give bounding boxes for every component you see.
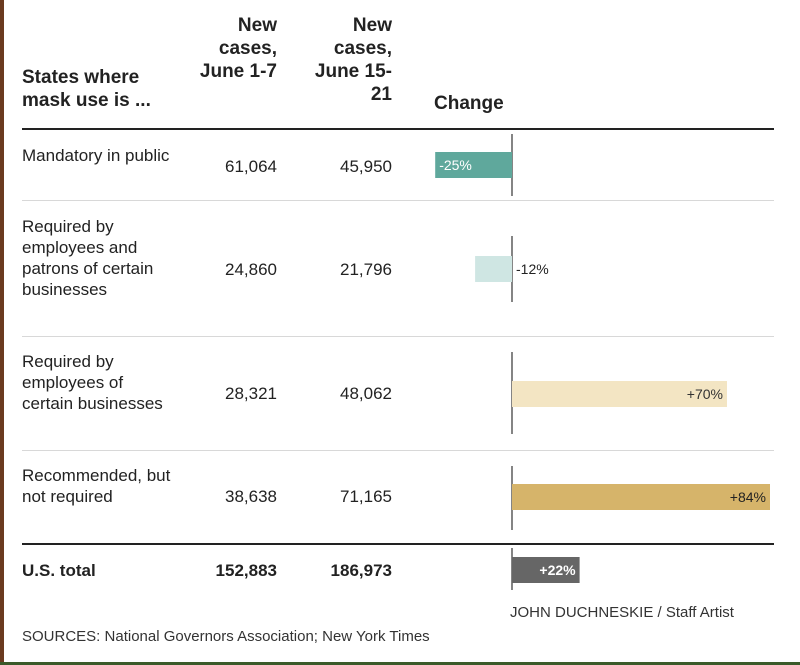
row-june1-7: 38,638 — [225, 487, 277, 506]
change-bar — [435, 152, 512, 178]
total-june1-7: 152,883 — [215, 561, 277, 580]
row-june1-7: 28,321 — [225, 384, 277, 403]
row-june15-21: 71,165 — [340, 487, 392, 506]
header-change: Change — [434, 93, 504, 114]
change-bar — [512, 557, 580, 583]
row-separator — [22, 200, 774, 201]
row-separator — [22, 450, 774, 451]
row-june1-7: 24,860 — [225, 260, 277, 279]
header-category: States where mask use is ... — [22, 67, 151, 111]
change-label: -25% — [439, 157, 472, 173]
row-label: Recommended, but not required — [22, 466, 171, 506]
change-bar — [512, 381, 727, 407]
change-label: +22% — [539, 562, 576, 578]
change-label: +84% — [730, 489, 766, 505]
header-rule — [22, 128, 774, 130]
table-frame — [4, 0, 794, 662]
row-june15-21: 21,796 — [340, 260, 392, 279]
header-period2: New cases, June 15-21 — [314, 15, 392, 105]
row-separator — [22, 336, 774, 337]
row-label: Mandatory in public — [22, 146, 170, 165]
total-label: U.S. total — [22, 561, 96, 580]
header-period1: New cases, June 1-7 — [199, 15, 277, 82]
total-rule — [22, 543, 774, 545]
credit: JOHN DUCHNESKIE / Staff Artist — [510, 604, 734, 621]
row-june1-7: 61,064 — [225, 157, 277, 176]
sources: SOURCES: National Governors Association;… — [22, 628, 430, 645]
left-edge — [0, 0, 5, 665]
change-label: +70% — [687, 386, 723, 402]
change-bar — [512, 484, 770, 510]
row-label: Required by employees of certain busines… — [22, 352, 163, 413]
row-june15-21: 45,950 — [340, 157, 392, 176]
total-june15-21: 186,973 — [330, 561, 392, 580]
bottom-edge — [0, 662, 800, 665]
change-label: -12% — [516, 261, 549, 277]
row-june15-21: 48,062 — [340, 384, 392, 403]
row-label: Required by employees and patrons of cer… — [22, 217, 154, 299]
change-bar — [475, 256, 512, 282]
